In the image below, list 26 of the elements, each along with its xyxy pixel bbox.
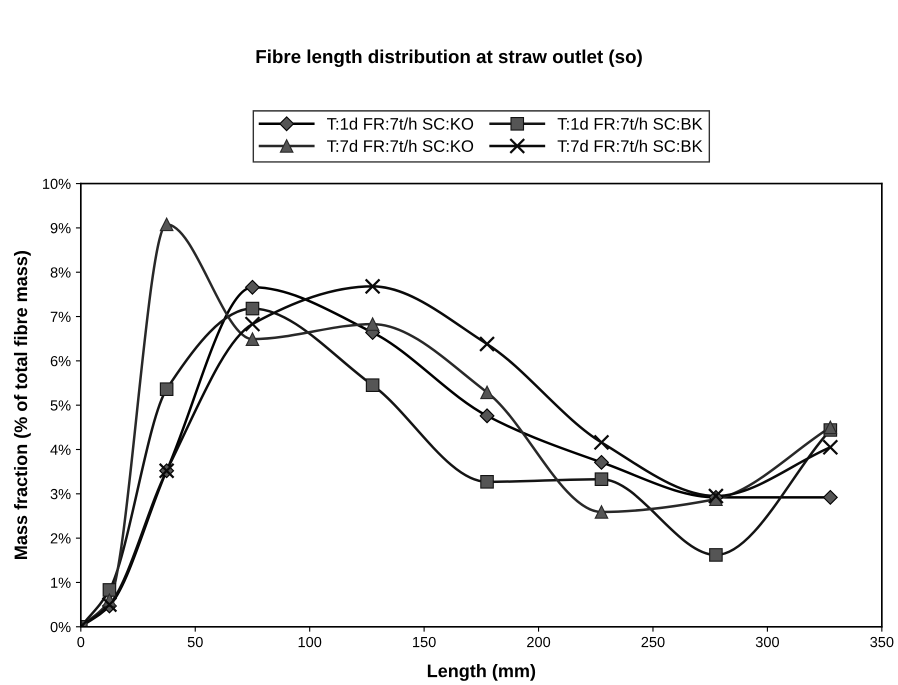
y-tick-label: 2%	[50, 533, 71, 544]
x-tick-label: 150	[413, 636, 436, 648]
y-tick-label: 0%	[50, 622, 71, 632]
x-tick-label: 300	[756, 636, 779, 648]
legend-label: T:7d FR:7t/h SC:BK	[558, 140, 702, 152]
y-tick-label: 3%	[50, 488, 71, 500]
x-tick-label: 350	[870, 636, 894, 648]
y-tick-label: 4%	[50, 444, 71, 455]
x-tick-label: 200	[527, 636, 550, 648]
x-tick-label: 50	[188, 636, 203, 648]
y-tick-label: 9%	[50, 223, 71, 234]
y-axis-title: Mass fraction (% of total fibre mass)	[14, 251, 31, 559]
legend-label: T:1d FR:7t/h SC:BK	[558, 118, 702, 130]
y-tick-label: 8%	[50, 267, 71, 278]
y-tick-label: 7%	[50, 312, 71, 322]
x-axis-title: Length (mm)	[428, 664, 536, 681]
x-tick-label: 0	[77, 636, 84, 648]
x-tick-label: 100	[298, 636, 322, 648]
chart-title: Fibre length distribution at straw outlet (so)	[256, 49, 642, 68]
y-tick-label: 5%	[50, 400, 71, 411]
y-tick-label: 1%	[51, 578, 71, 588]
legend-label: T:1d FR:7t/h SC:KO	[327, 118, 474, 130]
y-tick-label: 6%	[50, 356, 71, 366]
legend-label: T:7d FR:7t/h SC:KO	[327, 140, 474, 152]
x-tick-label: 250	[642, 636, 665, 648]
y-tick-label: 10%	[43, 178, 71, 190]
